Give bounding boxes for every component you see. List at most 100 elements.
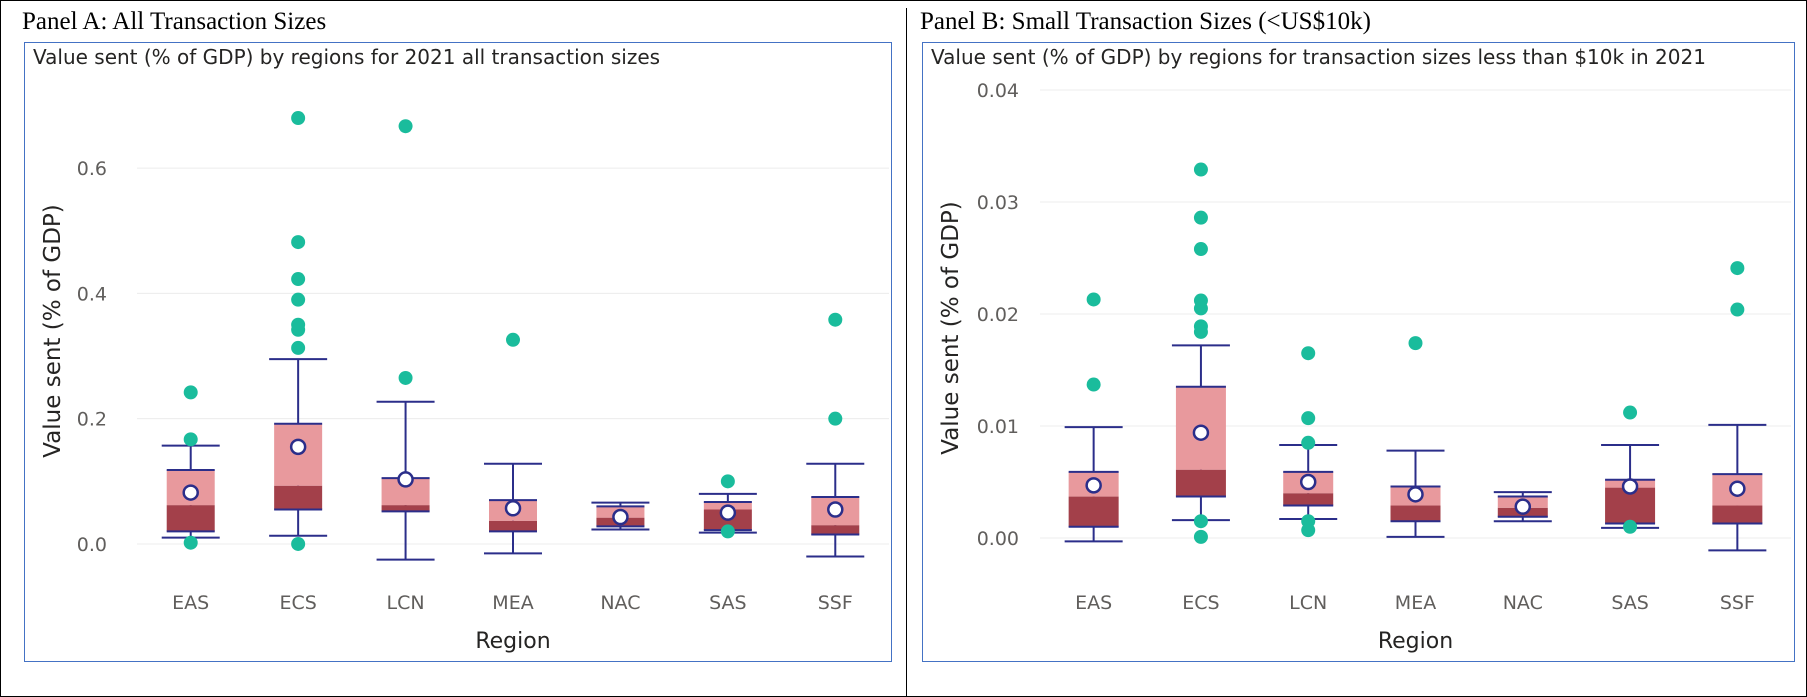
outlier-point [1730,303,1744,317]
chart-b-ytick-label: 0.00 [977,528,1019,550]
chart-b-category-label: SSF [1720,592,1755,614]
mean-marker [399,472,413,486]
lower-box [1712,506,1762,524]
chart-b-box-nac [1494,492,1552,521]
chart-a-category-label: LCN [387,592,425,614]
panel-b-title: Panel B: Small Transaction Sizes (<US$10… [920,8,1371,36]
lower-box [167,505,215,531]
chart-b-box-lcn [1279,346,1337,537]
chart-b-y-axis-title: Value sent (% of GDP) [938,201,964,455]
chart-b-x-axis-title: Region [1378,629,1453,654]
chart-a-box-nac [591,503,649,530]
chart-b-category-label: LCN [1289,592,1327,614]
mean-marker [1409,487,1423,501]
outlier-point [1087,292,1101,306]
chart-b-box-ecs [1172,163,1230,544]
panel-divider [906,8,907,697]
mean-marker [1194,426,1208,440]
chart-b-category-label: SAS [1611,592,1648,614]
outlier-point [828,313,842,327]
outlier-point [1194,301,1208,315]
outlier-point [1194,242,1208,256]
chart-a-box-lcn [377,119,435,559]
chart-b-box-mea [1387,336,1445,537]
outlier-point [399,371,413,385]
chart-b-ytick-label: 0.01 [977,416,1019,438]
chart-b-category-label: EAS [1075,592,1112,614]
chart-a-box-mea [484,333,542,554]
chart-a-box-eas [162,385,220,549]
mean-marker [1087,478,1101,492]
outlier-point [399,119,413,133]
chart-b-category-label: ECS [1182,592,1219,614]
chart-b-box-ssf [1708,261,1766,550]
outlier-point [1730,261,1744,275]
outlier-point [1301,411,1315,425]
lower-box [489,521,537,532]
outlier-point [1301,523,1315,537]
chart-b-category-label: MEA [1395,592,1436,614]
outlier-point [1194,325,1208,339]
outlier-point [184,432,198,446]
outlier-point [1194,163,1208,177]
chart-a-category-label: SSF [818,592,853,614]
chart-panel-b: 0.00 0.01 0.02 0.03 0.04 Value sent (% of GDP… [922,42,1795,662]
chart-a-category-label: MEA [492,592,533,614]
chart-a-category-label: SAS [709,592,746,614]
chart-b-ytick-label: 0.03 [977,192,1019,214]
chart-a-ytick-label: 0.0 [77,534,107,556]
chart-a-box-ecs [269,111,327,551]
lower-box [1176,470,1226,497]
mean-marker [1301,475,1315,489]
chart-b-box-eas [1065,292,1123,541]
outlier-point [1194,514,1208,528]
mean-marker [506,501,520,515]
chart-b-box-sas [1601,406,1659,534]
mean-marker [613,510,627,524]
outlier-point [1194,211,1208,225]
chart-a-category-label: ECS [279,592,316,614]
lower-box [274,486,322,510]
panel-a-title: Panel A: All Transaction Sizes [22,8,326,36]
outlier-point [291,537,305,551]
outlier-point [1301,436,1315,450]
lower-box [1283,493,1333,505]
chart-b-ytick-label: 0.04 [977,80,1019,102]
chart-a-category-label: EAS [172,592,209,614]
outlier-point [1409,336,1423,350]
mean-marker [721,506,735,520]
outlier-point [1623,406,1637,420]
outlier-point [721,524,735,538]
outlier-point [506,333,520,347]
outlier-point [291,235,305,249]
chart-b-category-label: NAC [1503,592,1543,614]
chart-a-title: Value sent (% of GDP) by regions for 202… [33,45,660,69]
chart-a-canvas: 0.0 0.2 0.4 0.6 Value sent (% of GDP) Region E… [25,43,893,663]
outlier-point [291,323,305,337]
mean-marker [184,486,198,500]
lower-box [1391,506,1441,522]
outlier-point [184,385,198,399]
lower-box [811,525,859,534]
mean-marker [1623,479,1637,493]
chart-panel-a: 0.0 0.2 0.4 0.6 Value sent (% of GDP) Region E… [24,42,892,662]
chart-a-category-label: NAC [600,592,640,614]
outlier-point [291,111,305,125]
outlier-point [828,412,842,426]
chart-a-ytick-label: 0.4 [77,283,107,305]
outlier-point [291,293,305,307]
outlier-point [1087,378,1101,392]
chart-b-ytick-label: 0.02 [977,304,1019,326]
outlier-point [184,536,198,550]
lower-box [1069,497,1119,527]
chart-b-title: Value sent (% of GDP) by regions for tra… [931,45,1706,69]
mean-marker [1516,500,1530,514]
mean-marker [828,503,842,517]
outlier-point [721,474,735,488]
outlier-point [1623,520,1637,534]
chart-a-box-sas [699,474,757,538]
mean-marker [1730,482,1744,496]
outlier-point [1194,530,1208,544]
chart-a-ytick-label: 0.6 [77,158,107,180]
outlier-point [291,341,305,355]
